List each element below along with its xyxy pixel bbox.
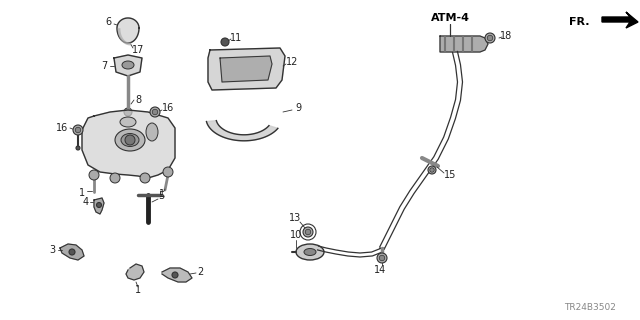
Polygon shape xyxy=(207,121,278,141)
Ellipse shape xyxy=(296,244,324,260)
Text: 13: 13 xyxy=(289,213,301,223)
Ellipse shape xyxy=(122,61,134,69)
Text: 3: 3 xyxy=(49,245,55,255)
Polygon shape xyxy=(60,244,84,260)
Circle shape xyxy=(485,33,495,43)
Ellipse shape xyxy=(304,249,316,255)
Text: 1: 1 xyxy=(79,188,85,198)
Circle shape xyxy=(221,38,229,46)
Ellipse shape xyxy=(121,133,139,147)
Circle shape xyxy=(172,272,178,278)
Text: 11: 11 xyxy=(230,33,242,43)
Circle shape xyxy=(377,253,387,263)
Ellipse shape xyxy=(146,123,158,141)
Text: 1: 1 xyxy=(135,285,141,295)
Ellipse shape xyxy=(120,117,136,127)
Circle shape xyxy=(428,166,436,174)
Circle shape xyxy=(76,127,81,133)
Circle shape xyxy=(73,125,83,135)
Polygon shape xyxy=(602,12,638,28)
Text: TR24B3502: TR24B3502 xyxy=(564,303,616,313)
Text: 8: 8 xyxy=(135,95,141,105)
Circle shape xyxy=(152,109,157,115)
Circle shape xyxy=(303,227,313,237)
Text: FR.: FR. xyxy=(570,17,590,27)
Text: 10: 10 xyxy=(290,230,302,240)
Polygon shape xyxy=(94,198,104,214)
Polygon shape xyxy=(162,268,192,282)
Text: 2: 2 xyxy=(197,267,203,277)
Text: 4: 4 xyxy=(83,197,89,207)
Circle shape xyxy=(124,108,132,116)
Circle shape xyxy=(163,167,173,177)
Text: 7: 7 xyxy=(101,61,107,71)
Polygon shape xyxy=(208,48,285,90)
Circle shape xyxy=(97,203,102,207)
Circle shape xyxy=(125,135,135,145)
Text: 18: 18 xyxy=(500,31,512,41)
Text: 15: 15 xyxy=(444,170,456,180)
Text: 14: 14 xyxy=(374,265,386,275)
Circle shape xyxy=(150,107,160,117)
Text: 9: 9 xyxy=(295,103,301,113)
Circle shape xyxy=(110,173,120,183)
Polygon shape xyxy=(220,56,272,82)
Text: 17: 17 xyxy=(132,45,144,55)
Circle shape xyxy=(140,173,150,183)
Circle shape xyxy=(305,229,311,235)
Ellipse shape xyxy=(115,129,145,151)
Text: 16: 16 xyxy=(56,123,68,133)
Text: 5: 5 xyxy=(158,191,164,201)
Circle shape xyxy=(69,249,75,255)
Text: 12: 12 xyxy=(286,57,298,67)
Polygon shape xyxy=(114,55,142,76)
Circle shape xyxy=(487,35,493,41)
Circle shape xyxy=(89,170,99,180)
Polygon shape xyxy=(126,264,144,280)
Text: 1: 1 xyxy=(159,189,165,199)
Circle shape xyxy=(430,168,434,172)
Circle shape xyxy=(380,255,385,261)
Text: ATM-4: ATM-4 xyxy=(431,13,470,23)
Circle shape xyxy=(76,146,80,150)
Text: 6: 6 xyxy=(105,17,111,27)
Polygon shape xyxy=(82,110,175,178)
Polygon shape xyxy=(117,18,139,43)
Polygon shape xyxy=(440,36,488,52)
Text: 16: 16 xyxy=(162,103,174,113)
